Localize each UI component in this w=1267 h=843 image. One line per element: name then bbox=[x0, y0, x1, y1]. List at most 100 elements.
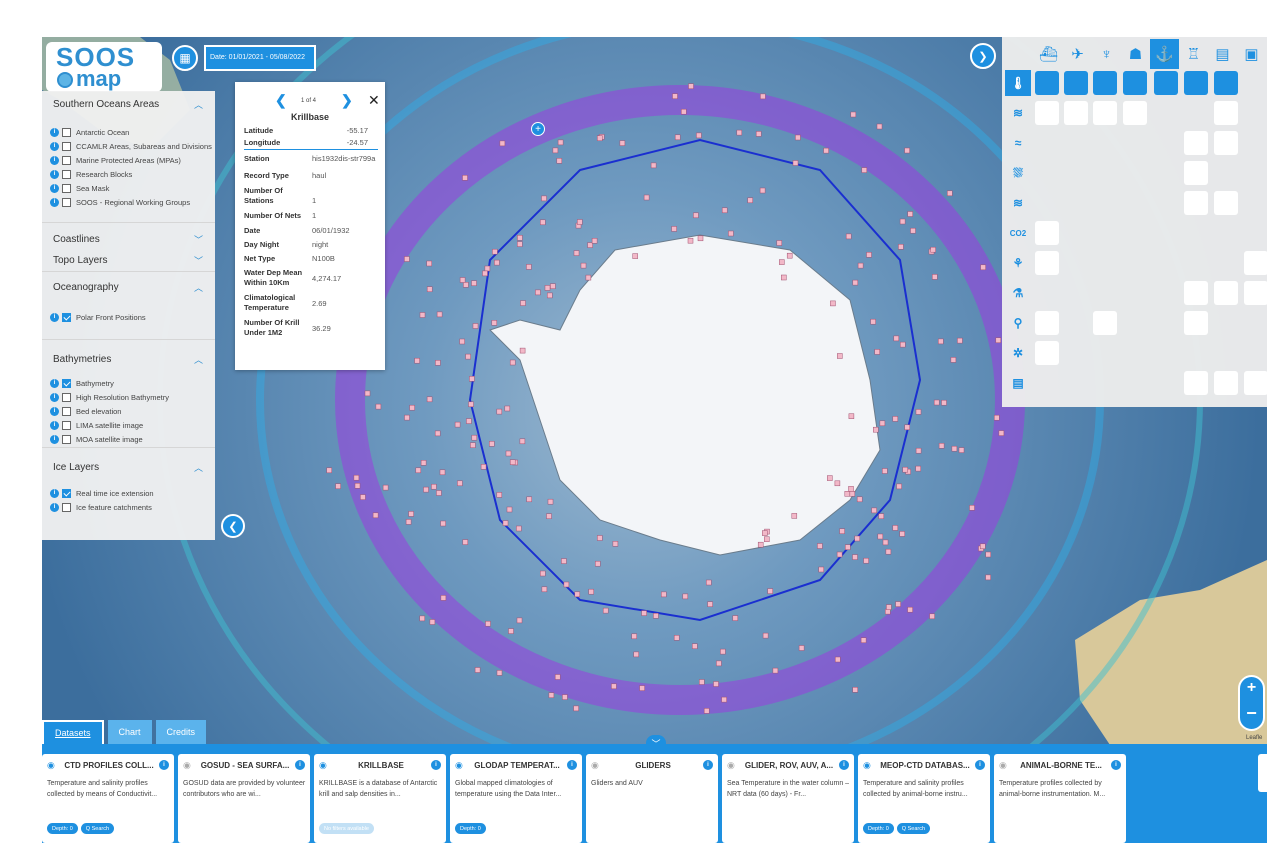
zoom-out-button[interactable]: − bbox=[1246, 703, 1257, 723]
info-icon[interactable]: i bbox=[1111, 760, 1121, 770]
layer-item[interactable]: i SOOS - Regional Working Groups bbox=[42, 195, 215, 209]
chevron-right-icon[interactable]: ❯ bbox=[970, 43, 996, 69]
layer-checkbox[interactable] bbox=[62, 378, 71, 388]
filter-cell[interactable] bbox=[1214, 281, 1238, 305]
section-header-oceanography[interactable]: Oceanography ︿ bbox=[42, 274, 215, 300]
layer-item[interactable]: i Real time ice extension bbox=[42, 486, 215, 500]
database-icon[interactable]: ▣ bbox=[1244, 46, 1259, 63]
eye-icon[interactable]: ◉ bbox=[591, 759, 599, 770]
layer-checkbox[interactable] bbox=[62, 312, 71, 322]
info-icon[interactable]: i bbox=[50, 488, 59, 498]
info-icon[interactable]: i bbox=[50, 502, 59, 512]
section-header-southern-oceans[interactable]: Southern Oceans Areas ︿ bbox=[42, 91, 215, 117]
search-button[interactable]: Q Search bbox=[80, 823, 115, 834]
zoom-in-button[interactable]: + bbox=[1246, 679, 1257, 696]
filter-cell[interactable] bbox=[1184, 371, 1208, 395]
layer-item[interactable]: i Bathymetry bbox=[42, 376, 215, 390]
depth-badge[interactable]: Depth: 0 bbox=[455, 823, 486, 834]
dataset-card[interactable]: ◉ GOSUD - SEA SURFA... i GOSUD data are pro… bbox=[178, 754, 310, 843]
layer-item[interactable]: i Antarctic Ocean bbox=[42, 125, 215, 139]
info-icon[interactable]: i bbox=[567, 760, 577, 770]
info-icon[interactable]: i bbox=[975, 760, 985, 770]
layer-item[interactable]: i LIMA satellite image bbox=[42, 418, 215, 432]
chevron-down-icon[interactable]: ﹀ bbox=[646, 735, 666, 751]
dataset-card[interactable]: ◉ GLODAP TEMPERAT... i Global mapped climat… bbox=[450, 754, 582, 843]
section-header-ice[interactable]: Ice Layers ︿ bbox=[42, 454, 215, 480]
info-icon[interactable]: i bbox=[50, 434, 59, 444]
filter-cell[interactable] bbox=[1093, 101, 1117, 125]
info-icon[interactable]: i bbox=[295, 760, 305, 770]
location-icon[interactable]: ⚲ bbox=[1013, 316, 1023, 330]
filter-cell[interactable] bbox=[1184, 71, 1208, 95]
filter-cell[interactable] bbox=[1184, 161, 1208, 185]
filter-cell[interactable] bbox=[1035, 251, 1059, 275]
info-icon[interactable]: i bbox=[50, 197, 59, 207]
info-icon[interactable]: i bbox=[50, 378, 59, 388]
layer-item[interactable]: i High Resolution Bathymetry bbox=[42, 390, 215, 404]
filter-cell[interactable] bbox=[1035, 341, 1059, 365]
layer-item[interactable]: i Marine Protected Areas (MPAs) bbox=[42, 153, 215, 167]
co2-icon[interactable]: CO2 bbox=[1009, 228, 1027, 238]
ice-icon[interactable]: ⛆ bbox=[1013, 165, 1023, 180]
dataset-card[interactable]: ◉ GLIDERS i Gliders and AUV bbox=[586, 754, 718, 843]
info-icon[interactable]: i bbox=[50, 141, 59, 151]
dataset-card[interactable]: ◉ KRILLBASE i KRILLBASE is a database of An… bbox=[314, 754, 446, 843]
filter-cell[interactable] bbox=[1214, 131, 1238, 155]
wave-icon[interactable]: ≋ bbox=[1012, 106, 1024, 120]
info-icon[interactable]: i bbox=[50, 155, 59, 165]
map-icon[interactable]: ▤ bbox=[1215, 46, 1230, 63]
eye-icon[interactable]: ◉ bbox=[319, 759, 327, 770]
filter-cell[interactable] bbox=[1244, 281, 1267, 305]
filter-cell[interactable] bbox=[1035, 101, 1059, 125]
filter-cell[interactable] bbox=[1064, 71, 1088, 95]
layer-checkbox[interactable] bbox=[62, 183, 71, 193]
thermometer-icon[interactable]: 🌡 bbox=[1005, 70, 1031, 96]
tab-datasets[interactable]: Datasets bbox=[42, 720, 104, 744]
info-icon[interactable]: i bbox=[50, 169, 59, 179]
tab-credits[interactable]: Credits bbox=[155, 720, 207, 744]
ship-icon[interactable]: ⛴ bbox=[1038, 46, 1059, 63]
layer-checkbox[interactable] bbox=[62, 141, 71, 151]
info-icon[interactable]: i bbox=[50, 312, 59, 322]
filter-cell[interactable] bbox=[1093, 311, 1117, 335]
depth-badge[interactable]: Depth: 0 bbox=[863, 823, 894, 834]
section-header-bathymetries[interactable]: Bathymetries ︿ bbox=[42, 346, 215, 372]
bird-icon[interactable]: ♆ bbox=[1100, 45, 1113, 63]
scroll-right-button[interactable] bbox=[1258, 754, 1267, 792]
biology-icon[interactable]: ⚘ bbox=[1012, 256, 1024, 270]
layer-item[interactable]: i Polar Front Positions bbox=[42, 310, 215, 324]
filter-cell[interactable] bbox=[1184, 281, 1208, 305]
filter-cell[interactable] bbox=[1123, 71, 1147, 95]
plankton-icon[interactable]: ✲ bbox=[1012, 346, 1024, 360]
chevron-left-icon[interactable]: ❮ bbox=[275, 92, 287, 108]
layer-checkbox[interactable] bbox=[62, 502, 71, 512]
info-icon[interactable]: i bbox=[50, 127, 59, 137]
tab-chart[interactable]: Chart bbox=[107, 720, 152, 744]
filter-cell[interactable] bbox=[1035, 221, 1059, 245]
filter-cell[interactable] bbox=[1123, 101, 1147, 125]
layer-checkbox[interactable] bbox=[62, 155, 71, 165]
filter-cell[interactable] bbox=[1214, 71, 1238, 95]
filter-cell[interactable] bbox=[1214, 371, 1238, 395]
layer-checkbox[interactable] bbox=[62, 420, 71, 430]
dataset-card[interactable]: ◉ MEOP-CTD DATABAS... i Temperature and sal… bbox=[858, 754, 990, 843]
filter-cell[interactable] bbox=[1093, 71, 1117, 95]
eye-icon[interactable]: ◉ bbox=[999, 759, 1007, 770]
platform-icon[interactable]: ♖ bbox=[1186, 46, 1201, 63]
chemistry-icon[interactable]: ⚗ bbox=[1012, 286, 1024, 300]
calendar-icon[interactable]: ▦ bbox=[172, 45, 198, 71]
info-icon[interactable]: i bbox=[839, 760, 849, 770]
layer-item[interactable]: i CCAMLR Areas, Subareas and Divisions bbox=[42, 139, 215, 153]
info-icon[interactable]: i bbox=[50, 420, 59, 430]
section-header-topo[interactable]: Topo Layers ﹀ bbox=[42, 249, 215, 271]
layer-item[interactable]: i Ice feature catchments bbox=[42, 500, 215, 514]
map-marker-plus-icon[interactable]: + bbox=[531, 122, 545, 136]
filter-cell[interactable] bbox=[1184, 191, 1208, 215]
filter-cell[interactable] bbox=[1214, 191, 1238, 215]
info-icon[interactable]: i bbox=[703, 760, 713, 770]
data-icon[interactable]: ▤ bbox=[1012, 376, 1024, 390]
wind-icon[interactable]: ≋ bbox=[1012, 196, 1024, 210]
filter-cell[interactable] bbox=[1244, 371, 1267, 395]
filter-cell[interactable] bbox=[1184, 131, 1208, 155]
layer-item[interactable]: i MOA satellite image bbox=[42, 432, 215, 446]
